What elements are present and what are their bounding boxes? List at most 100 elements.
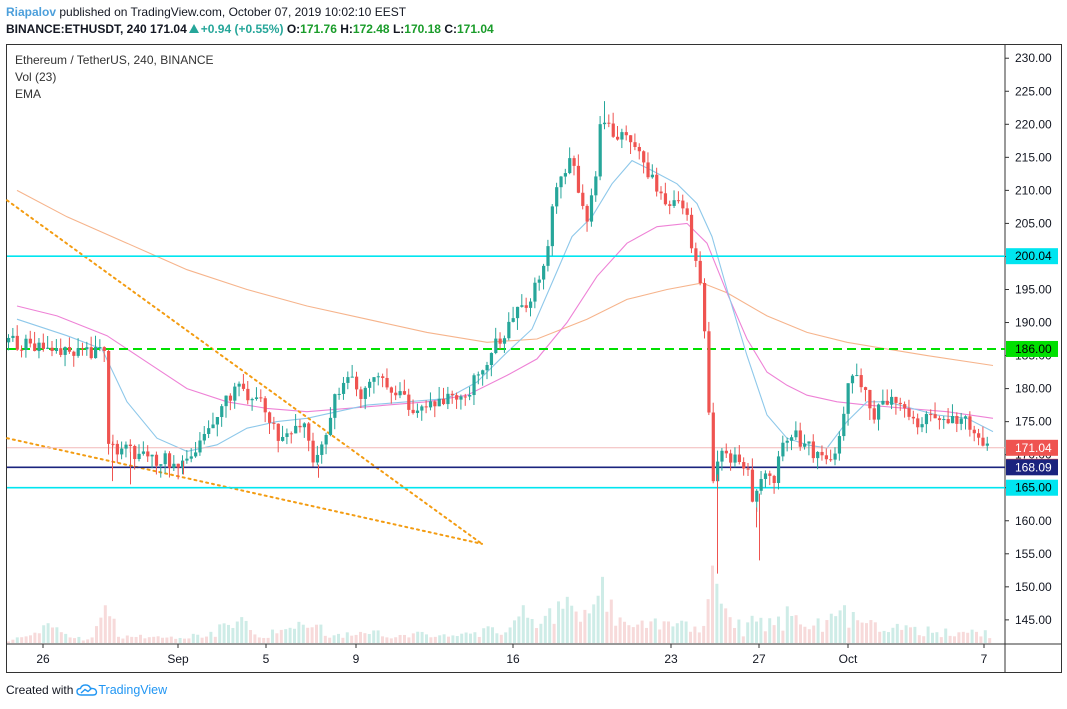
candle-body [824, 455, 828, 460]
candle-body [185, 458, 189, 461]
candle-body [977, 433, 981, 438]
candle-body [63, 347, 67, 355]
volume-bar [231, 627, 235, 643]
volume-bar [235, 621, 239, 643]
candle-body [572, 158, 576, 166]
volume-bar [759, 617, 763, 643]
volume-bar [653, 618, 657, 643]
volume-bar [398, 634, 402, 643]
last-price: 171.04 [150, 22, 187, 36]
time-tick-label: Sep [167, 652, 189, 666]
candle-body [942, 419, 946, 421]
volume-bar [530, 619, 534, 643]
volume-bar [139, 634, 142, 643]
candle-body [215, 417, 219, 425]
volume-bar [988, 638, 992, 643]
price-tick-label: 180.00 [1015, 382, 1052, 396]
candle-body [141, 451, 146, 454]
volume-bar [821, 631, 824, 643]
volume-bar [112, 618, 116, 643]
candle-body [924, 414, 929, 425]
candle-body [885, 400, 889, 405]
volume-bar [284, 629, 288, 643]
candle-body [877, 404, 881, 420]
volume-bar [587, 613, 591, 643]
volume-bar [614, 625, 618, 643]
trendlines[interactable] [6, 199, 483, 545]
candle-body [20, 349, 24, 351]
price-tick-label: 175.00 [1015, 415, 1052, 429]
candle-body [633, 142, 637, 147]
candle-body [376, 376, 380, 378]
ema-legend[interactable]: EMA [15, 87, 42, 101]
tradingview-logo[interactable]: TradingView [76, 683, 167, 697]
candle-body [237, 383, 241, 387]
volume-bar [763, 631, 767, 643]
author-name[interactable]: Riapalov [6, 5, 57, 19]
time-tick-label: 5 [263, 652, 270, 666]
candle-body [311, 440, 315, 463]
candle-body [94, 347, 98, 359]
candle-body [524, 305, 528, 308]
volume-bar [156, 636, 160, 643]
volume-bar [455, 636, 459, 643]
volume-bar [29, 635, 32, 643]
candle-body [263, 398, 267, 413]
candle-body [515, 306, 520, 319]
time-axis[interactable]: 26 Sep 5 9 16 23 27 Oct 7 [36, 644, 988, 666]
volume-bar [724, 608, 728, 643]
candle-body [167, 453, 172, 468]
volume-bar [420, 631, 424, 643]
badge-200-label: 200.04 [1015, 249, 1052, 263]
candle-body [224, 395, 228, 407]
candle-body [716, 461, 720, 482]
candle-body [41, 342, 45, 349]
volume-bar [389, 638, 393, 643]
candle-body [363, 387, 367, 399]
volume-bar [381, 636, 384, 643]
volume-bar [108, 616, 112, 643]
candle-body [472, 375, 476, 396]
volume-bar [873, 622, 877, 643]
candle-body [285, 433, 289, 437]
candle-body [320, 444, 324, 455]
candle-body [707, 331, 711, 413]
volume-bar [165, 637, 169, 643]
candle-body [803, 443, 807, 447]
candle-body [394, 392, 398, 396]
price-axis[interactable]: 230.00 225.00 220.00 215.00 210.00 205.00 200.… [1005, 51, 1052, 627]
volume-legend[interactable]: Vol (23) [15, 70, 57, 84]
candle-body [729, 453, 733, 463]
volume-bar [433, 636, 437, 643]
series-legend[interactable]: Ethereum / TetherUS, 240, BINANCE [15, 53, 214, 67]
candle-body [389, 387, 393, 393]
candle-body [150, 454, 154, 457]
candle-body [24, 338, 28, 350]
price-tick-label: 145.00 [1015, 613, 1052, 627]
ema-mid-line [16, 222, 994, 419]
candle-body [202, 433, 206, 441]
volume-bar [662, 621, 666, 643]
candle-body [650, 174, 654, 178]
volume-bar [772, 625, 776, 643]
candle-body [607, 122, 611, 124]
candle-body [298, 425, 302, 428]
volume-bar [191, 633, 195, 643]
volume-bar [684, 621, 688, 643]
volume-bar [794, 615, 798, 643]
volume-bar [271, 629, 274, 643]
volume-bar [777, 616, 780, 643]
volume-bar [961, 631, 965, 643]
volume-bar [37, 633, 41, 643]
volume-bar [482, 628, 486, 643]
volume-bar [983, 630, 987, 643]
candle-body [807, 441, 811, 444]
volume-bar [803, 626, 807, 643]
volume-bar [68, 637, 72, 643]
volume-bar [425, 634, 428, 643]
candle-body [89, 347, 93, 359]
volume-bar [645, 627, 648, 643]
volume-bar [451, 635, 455, 643]
candle-body [890, 396, 894, 405]
